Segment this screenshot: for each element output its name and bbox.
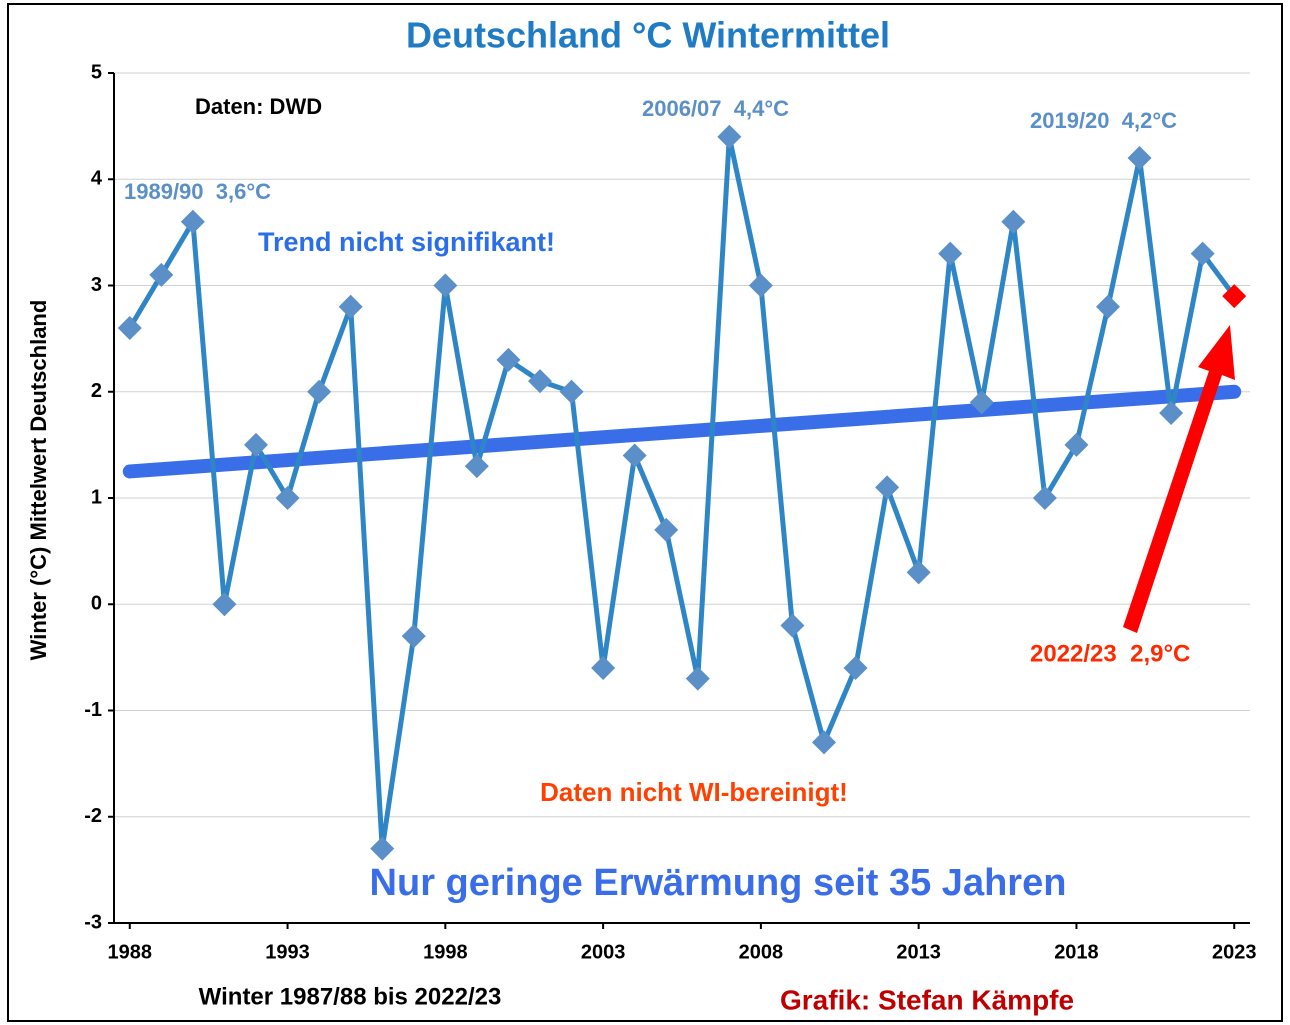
data-point (1127, 146, 1152, 170)
data-point (969, 390, 994, 415)
data-point (433, 273, 458, 298)
data-point (212, 592, 237, 617)
y-tick-label: 5 (91, 61, 102, 83)
x-axis-label: Winter 1987/88 bis 2022/23 (199, 983, 502, 1010)
data-point (1096, 294, 1120, 319)
annotation: Trend nicht signifikant! (258, 227, 555, 257)
data-point (1001, 209, 1026, 234)
x-tick-label: 1993 (265, 941, 310, 963)
y-tick-label: 0 (91, 593, 102, 615)
y-tick-label: -2 (84, 805, 102, 827)
data-point (496, 347, 521, 372)
data-point (875, 475, 900, 500)
data-point (1222, 284, 1247, 309)
trend-line (122, 384, 1242, 479)
data-point (812, 730, 836, 755)
data-point (117, 316, 142, 340)
data-point (906, 560, 931, 585)
x-tick-label: 2013 (896, 941, 941, 963)
data-point (528, 369, 552, 394)
annotation: 2006/07 4,4°C (642, 96, 789, 121)
data-point (1190, 241, 1215, 266)
data-point (1032, 486, 1057, 510)
data-point (244, 432, 268, 457)
x-tick-label: 1998 (423, 941, 468, 963)
annotation: Grafik: Stefan Kämpfe (780, 984, 1074, 1015)
data-point (591, 656, 616, 680)
data-point (1159, 401, 1184, 425)
data-point (275, 486, 300, 510)
y-tick-label: 1 (91, 486, 102, 508)
data-point (843, 656, 868, 680)
data-point (370, 836, 395, 861)
annotation: Daten nicht WI-bereinigt! (540, 777, 848, 807)
x-tick-label: 2018 (1054, 941, 1099, 963)
annotation: 2022/23 2,9°C (1030, 640, 1190, 667)
data-point (338, 294, 363, 319)
x-tick-label: 2008 (739, 941, 784, 963)
data-point (180, 209, 205, 234)
y-tick-label: 2 (91, 380, 102, 402)
annotation: 1989/90 3,6°C (124, 179, 271, 204)
data-point (622, 443, 647, 468)
data-line (127, 134, 1237, 852)
x-tick-label: 2023 (1212, 941, 1257, 963)
data-point (401, 624, 426, 649)
annotation: Daten: DWD (195, 94, 322, 119)
frame (7, 3, 1283, 1022)
data-point (149, 262, 174, 287)
data-point (654, 517, 679, 542)
x-tick-label: 1988 (108, 941, 153, 963)
data-point (1064, 432, 1089, 457)
y-tick-label: 4 (91, 168, 103, 190)
data-point (717, 124, 742, 149)
chart-title: Deutschland °C Wintermittel (406, 15, 890, 56)
y-tick-label: -1 (84, 699, 102, 721)
data-point (780, 613, 805, 638)
y-axis-label: Winter (°C) Mittelwert Deutschland (26, 300, 51, 661)
annotation: 2019/20 4,2°C (1030, 108, 1177, 133)
data-point (464, 454, 489, 479)
data-point (559, 379, 584, 404)
y-tick-label: 3 (91, 274, 102, 296)
x-tick-label: 2003 (581, 941, 626, 963)
annotation: Nur geringe Erwärmung seit 35 Jahren (370, 862, 1067, 904)
data-point (938, 241, 963, 266)
y-tick-label: -3 (84, 911, 102, 933)
arrow (1123, 325, 1235, 633)
data-point (307, 379, 332, 404)
data-point (748, 273, 773, 298)
data-point (685, 666, 710, 691)
